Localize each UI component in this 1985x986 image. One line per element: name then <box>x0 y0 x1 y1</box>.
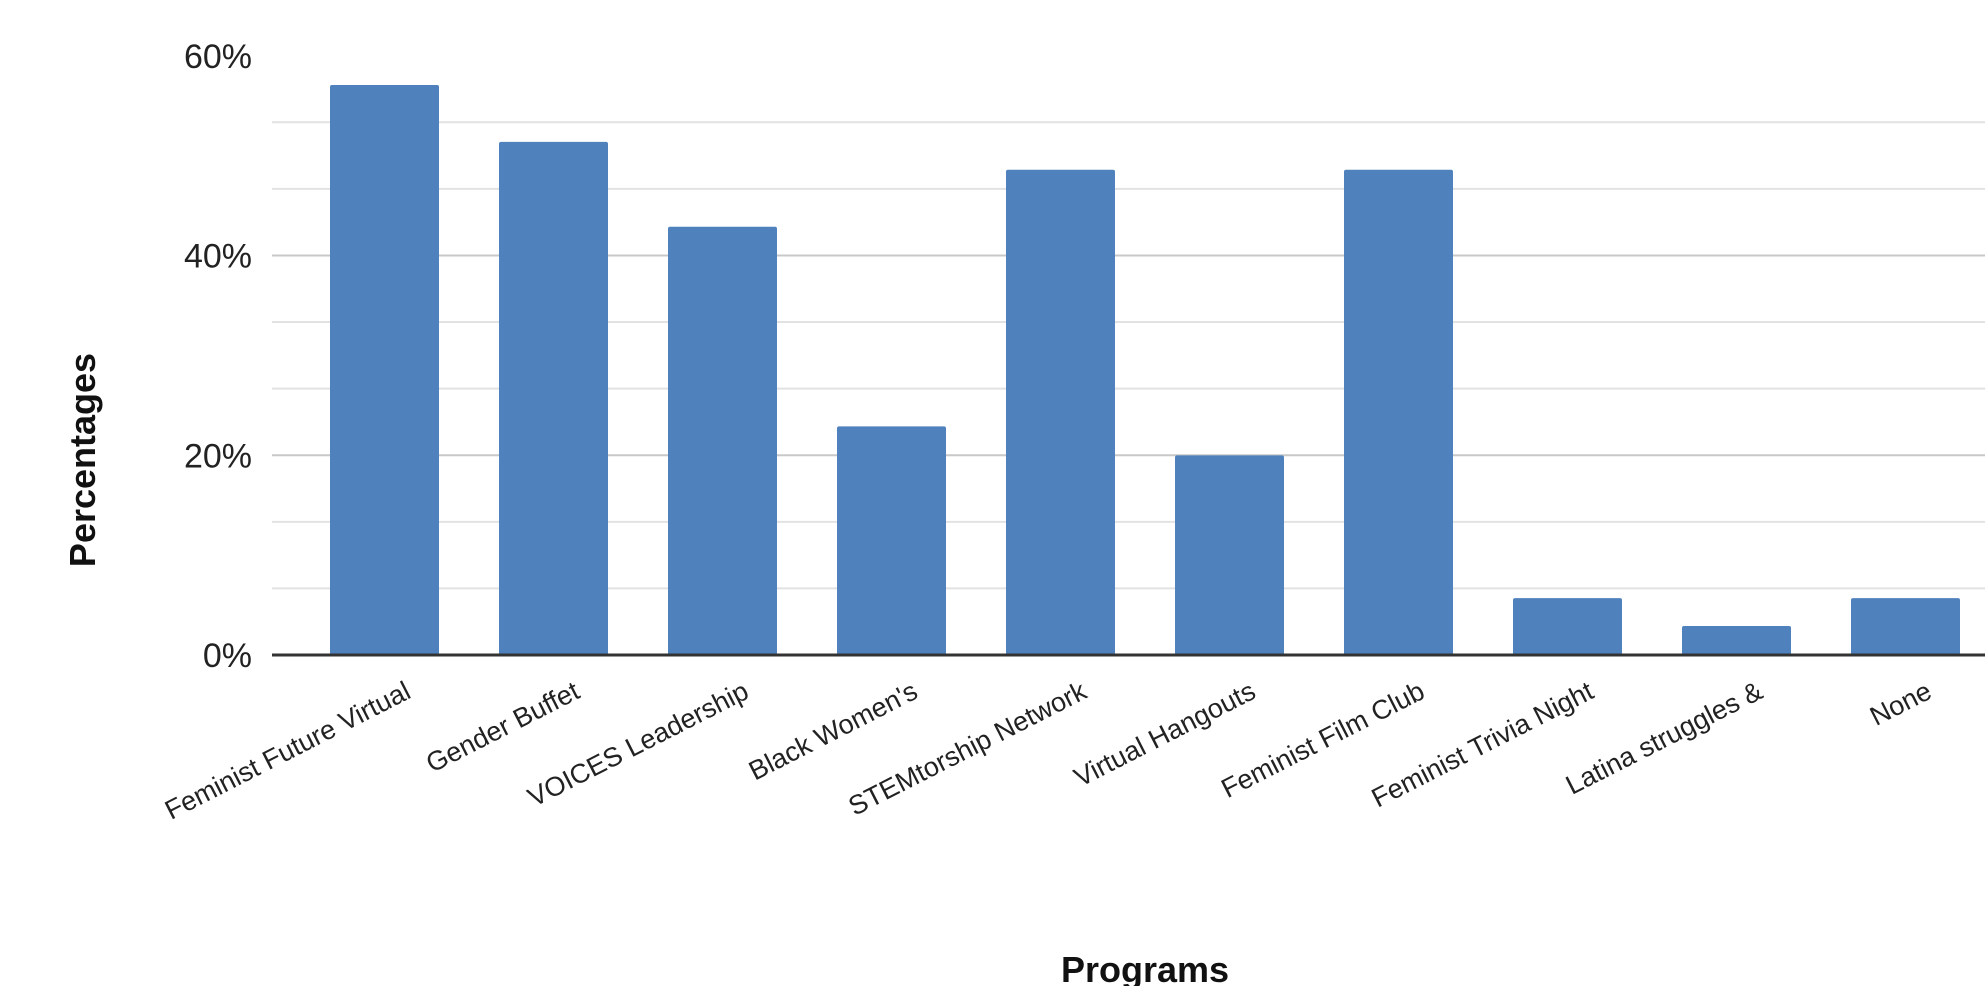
x-category-label: None <box>1865 676 1936 732</box>
bar <box>1851 598 1960 655</box>
x-category-label: Feminist Future Virtual <box>160 676 415 826</box>
y-tick-label: 20% <box>184 437 252 475</box>
x-axis-title: Programs <box>1061 949 1229 986</box>
x-axis-category-labels: Feminist Future Virtual Gender BuffetVOIC… <box>160 675 1936 825</box>
y-tick-label: 40% <box>184 238 252 276</box>
x-category-label: Gender Buffet <box>421 675 584 778</box>
y-tick-label: 60% <box>184 38 252 76</box>
bar <box>1006 169 1115 655</box>
y-axis-title: Percentages <box>62 353 103 567</box>
bar <box>837 426 946 655</box>
bar <box>330 84 439 656</box>
bar <box>1175 455 1284 655</box>
y-axis-tick-labels: 0% 20% 40% 60% <box>184 38 252 675</box>
y-tick-label: 0% <box>203 637 252 675</box>
bars <box>330 84 1960 656</box>
bar <box>1682 626 1791 655</box>
bar <box>1513 598 1622 655</box>
bar <box>499 141 608 655</box>
bar <box>668 226 777 655</box>
bar <box>1344 169 1453 655</box>
